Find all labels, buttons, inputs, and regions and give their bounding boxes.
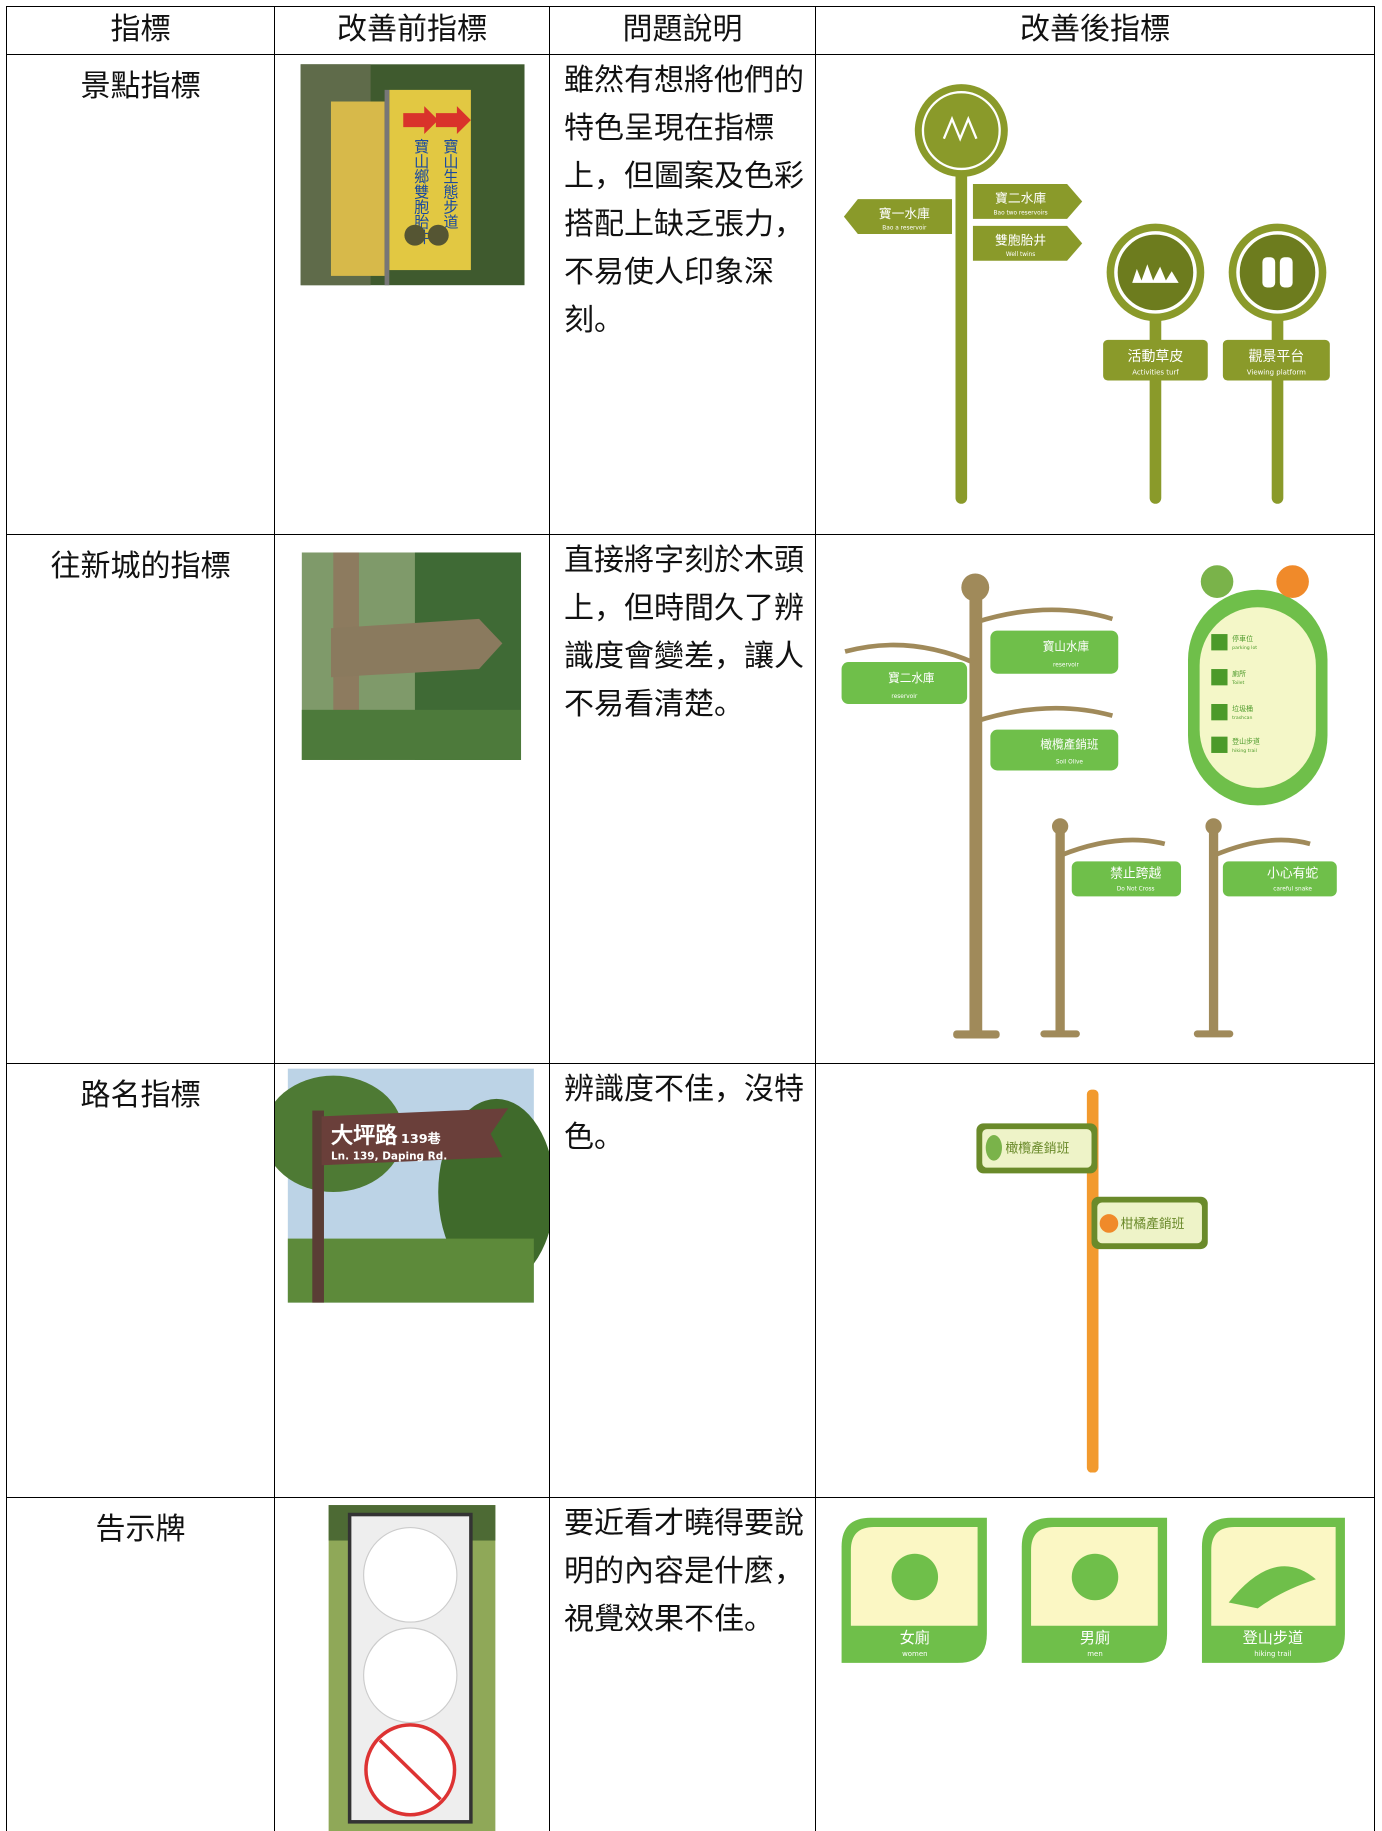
board-label: 垃圾桶 — [1232, 704, 1253, 713]
after-cell: 寶一水庫 Bao a reservoir 寶二水庫 Bao two reserv… — [815, 54, 1375, 535]
photo-text: 139巷 — [401, 1131, 441, 1147]
sign-label: 寶一水庫 — [879, 206, 930, 222]
sign-label-en: Do Not Cross — [1117, 886, 1155, 892]
after-cell: 女廁 women 男廁 men 登山步道 hiking trail — [815, 1497, 1375, 1831]
board-label-en: trashcan — [1232, 715, 1252, 721]
sign-label: 女廁 — [900, 1629, 930, 1647]
board-label: 登山步道 — [1232, 737, 1260, 746]
sign-label: 登山步道 — [1243, 1629, 1303, 1647]
before-cell — [274, 534, 550, 1064]
sign-label: 橄欖產銷班 — [1005, 1140, 1069, 1156]
sign-label: 寶二水庫 — [995, 191, 1046, 207]
indicator-cell: 路名指標 — [6, 1063, 275, 1498]
after-illustration: 橄欖產銷班 柑橘產銷班 — [976, 1089, 1208, 1473]
sign-label: 禁止跨越 — [1110, 867, 1161, 882]
photo-text: Ln. 139, Daping Rd. — [331, 1150, 447, 1162]
sign-label: 男廁 — [1080, 1629, 1110, 1647]
indicator-cell: 告示牌 — [6, 1497, 275, 1831]
after-illustration: 女廁 women 男廁 men 登山步道 hiking trail — [841, 1517, 1345, 1663]
sign-label-en: careful snake — [1273, 886, 1312, 892]
sign-label-en: Activities turf — [1132, 369, 1179, 377]
before-cell: 寶山生態步道 寶山鄉雙胞胎井 — [274, 54, 550, 535]
sign-label-en: hiking trail — [1254, 1650, 1291, 1658]
sign-label-en: reservoir — [891, 694, 917, 700]
before-cell — [274, 1497, 550, 1831]
before-photo — [328, 1505, 496, 1831]
board-label: 廁所 — [1232, 669, 1246, 678]
sign-label-en: reservoir — [1053, 663, 1079, 669]
indicator-cell: 往新城的指標 — [6, 534, 275, 1064]
sign-label-en: Soil Olive — [1056, 759, 1084, 765]
sign-label: 寶山水庫 — [1043, 639, 1090, 653]
sign-label: 寶二水庫 — [888, 671, 935, 685]
after-cell: 橄欖產銷班 柑橘產銷班 — [815, 1063, 1375, 1498]
before-cell: 大坪路 139巷 Ln. 139, Daping Rd. — [274, 1063, 550, 1498]
after-illustration: 寶一水庫 Bao a reservoir 寶二水庫 Bao two reserv… — [843, 84, 1330, 504]
problem-cell: 要近看才曉得要說明的內容是什麼，視覺效果不佳。 — [549, 1497, 816, 1831]
indicator-cell: 景點指標 — [6, 54, 275, 535]
board-label-en: Toilet — [1231, 680, 1244, 686]
problem-cell: 雖然有想將他們的特色呈現在指標上，但圖案及色彩搭配上缺乏張力，不易使人印象深刻。 — [549, 54, 816, 535]
problem-cell: 辨識度不佳，沒特色。 — [549, 1063, 816, 1498]
sign-label-en: men — [1087, 1650, 1103, 1658]
sign-label: 觀景平台 — [1248, 349, 1304, 365]
sign-label-en: Bao a reservoir — [882, 225, 927, 231]
sign-label: 小心有蛇 — [1267, 867, 1318, 882]
photo-text: 大坪路 — [331, 1123, 398, 1149]
before-photo: 大坪路 139巷 Ln. 139, Daping Rd. — [275, 1068, 549, 1303]
sign-label: 柑橘產銷班 — [1121, 1216, 1185, 1232]
sign-label-en: women — [902, 1650, 927, 1658]
photo-text: 寶山鄉雙胞胎井 — [412, 138, 430, 246]
sign-label-en: Well twins — [1006, 252, 1035, 258]
header-cell: 問題說明 — [549, 6, 816, 55]
after-cell: 寶二水庫 reservoir 寶山水庫 reservoir 橄欖產銷班 Soil… — [815, 534, 1375, 1064]
sign-label: 雙胞胎井 — [995, 234, 1046, 249]
photo-text: 寶山生態步道 — [441, 138, 459, 230]
problem-cell: 直接將字刻於木頭上，但時間久了辨識度會變差，讓人不易看清楚。 — [549, 534, 816, 1064]
board-label: 停車位 — [1232, 634, 1253, 643]
board-label-en: hiking trail — [1232, 748, 1257, 754]
header-cell: 指標 — [6, 6, 275, 55]
sign-label: 活動草皮 — [1128, 349, 1184, 365]
header-cell: 改善後指標 — [815, 6, 1375, 55]
before-photo: 寶山生態步道 寶山鄉雙胞胎井 — [300, 64, 525, 286]
sign-label-en: Viewing platform — [1247, 369, 1306, 377]
board-label-en: parking lot — [1232, 645, 1257, 651]
header-cell: 改善前指標 — [274, 6, 550, 55]
sign-label: 橄欖產銷班 — [1040, 737, 1098, 751]
sign-label-en: Bao two reservoirs — [994, 210, 1048, 216]
before-photo — [301, 552, 522, 760]
after-illustration: 寶二水庫 reservoir 寶山水庫 reservoir 橄欖產銷班 Soil… — [841, 565, 1337, 1039]
